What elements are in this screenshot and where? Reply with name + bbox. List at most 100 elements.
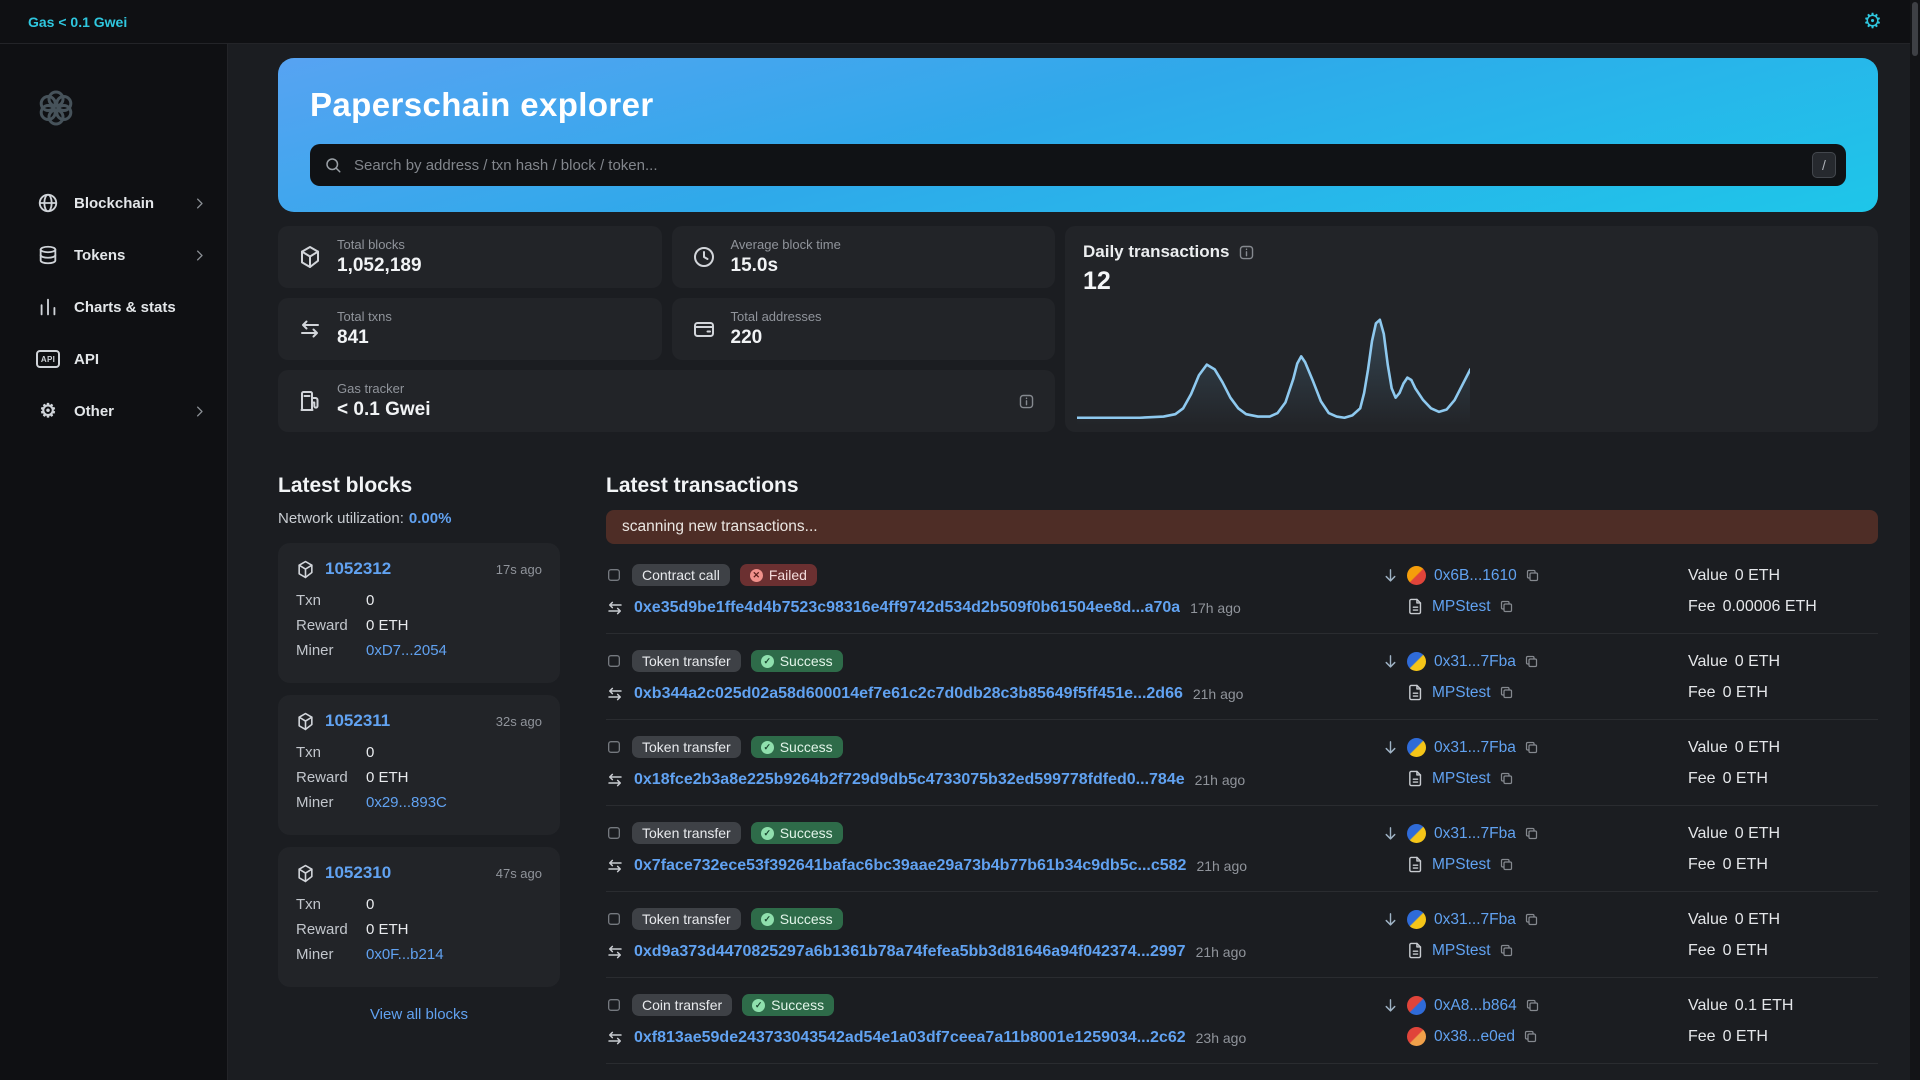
- scrollbar-track[interactable]: [1910, 0, 1920, 1080]
- from-address-link[interactable]: 0x31...7Fba: [1434, 738, 1516, 756]
- sidebar-item-charts-stats[interactable]: Charts & stats: [36, 285, 207, 329]
- tx-hash-link[interactable]: 0x7face732ece53f392641bafac6bc39aae29a73…: [634, 857, 1187, 874]
- tx-value-amount: 0 ETH: [1734, 738, 1781, 756]
- info-icon[interactable]: [1018, 393, 1035, 410]
- search-icon: [324, 156, 342, 174]
- copy-icon[interactable]: [1524, 654, 1539, 669]
- stat-label: Total blocks: [337, 237, 405, 252]
- tx-fee: Fee 0 ETH: [1688, 856, 1878, 874]
- block-miner-link[interactable]: 0x0F...b214: [366, 946, 444, 963]
- tx-type-badge: Token transfer: [632, 736, 741, 758]
- tx-age: 21h ago: [1192, 686, 1244, 702]
- tx-fee: Fee 0 ETH: [1688, 1028, 1878, 1046]
- tx-fee: Fee 0 ETH: [1688, 770, 1878, 788]
- block-miner-link[interactable]: 0xD7...2054: [366, 642, 447, 659]
- arrow-down-icon: [1382, 739, 1399, 756]
- check-circle-icon: [752, 998, 766, 1012]
- from-address-link[interactable]: 0x31...7Fba: [1434, 824, 1516, 842]
- copy-icon[interactable]: [1523, 1029, 1538, 1044]
- copy-icon[interactable]: [1499, 685, 1514, 700]
- network-utilization-label: Network utilization:: [278, 510, 404, 527]
- sidebar-item-other[interactable]: ⚙ Other: [36, 389, 207, 433]
- app-logo-icon[interactable]: [36, 88, 76, 128]
- latest-transactions-title: Latest transactions: [606, 474, 799, 497]
- stat-label: Average block time: [730, 237, 841, 252]
- bar-chart-icon: [36, 296, 60, 318]
- transfer-arrows-icon: [606, 1029, 624, 1047]
- block-number-link[interactable]: 1052312: [325, 559, 392, 578]
- from-address-link[interactable]: 0xA8...b864: [1434, 996, 1517, 1014]
- copy-icon[interactable]: [1499, 599, 1514, 614]
- stat-label: Total txns: [337, 309, 392, 324]
- topbar: Gas < 0.1 Gwei ⚙: [0, 0, 1920, 44]
- search-input[interactable]: [352, 155, 1802, 175]
- tx-hash-link[interactable]: 0xf813ae59de243733043542ad54e1a03df7ceea…: [634, 1029, 1186, 1046]
- tx-hash-link[interactable]: 0x18fce2b3a8e225b9264b2f729d9db5c4733075…: [634, 771, 1185, 788]
- to-address-link[interactable]: MPStest: [1432, 855, 1491, 873]
- tx-hash-link[interactable]: 0xd9a373d4470825297a6b1361b78a74fefea5bb…: [634, 943, 1186, 960]
- tx-marker-icon: [606, 739, 622, 755]
- block-reward-value: 0 ETH: [366, 769, 409, 786]
- to-address-link[interactable]: MPStest: [1432, 769, 1491, 787]
- tx-value-label: Value: [1688, 910, 1728, 928]
- transaction-row: Token transfer Success 0x7face732ece53f3…: [606, 806, 1878, 892]
- tx-type-badge: Token transfer: [632, 822, 741, 844]
- copy-icon[interactable]: [1499, 857, 1514, 872]
- sidebar-item-blockchain[interactable]: Blockchain: [36, 181, 207, 225]
- tx-fee: Fee 0.00006 ETH: [1688, 598, 1878, 616]
- check-circle-icon: [760, 740, 774, 754]
- settings-gear-icon[interactable]: ⚙: [1863, 10, 1882, 33]
- globe-icon: [36, 192, 60, 214]
- copy-icon[interactable]: [1499, 771, 1514, 786]
- tx-fee-label: Fee: [1688, 941, 1716, 959]
- tx-fee-label: Fee: [1688, 597, 1716, 615]
- from-address-link[interactable]: 0x31...7Fba: [1434, 652, 1516, 670]
- tx-value-label: Value: [1688, 824, 1728, 842]
- blocks-list: 1052312 17s ago Txn 0 Reward 0 ETH: [278, 543, 560, 987]
- copy-icon[interactable]: [1499, 943, 1514, 958]
- daily-transactions-value: 12: [1083, 267, 1111, 295]
- to-address-link[interactable]: 0x38...e0ed: [1434, 1027, 1516, 1045]
- tx-status-badge: Success: [750, 822, 843, 844]
- to-address-link[interactable]: MPStest: [1432, 941, 1491, 959]
- scrollbar-thumb[interactable]: [1912, 2, 1918, 56]
- tx-status-label: Success: [779, 653, 833, 669]
- tx-fee-amount: 0 ETH: [1722, 855, 1768, 873]
- search-bar[interactable]: /: [310, 144, 1846, 186]
- sidebar-item-api[interactable]: API API: [36, 337, 207, 381]
- sidebar-item-tokens[interactable]: Tokens: [36, 233, 207, 277]
- block-txn-value: 0: [366, 592, 375, 609]
- copy-icon[interactable]: [1524, 826, 1539, 841]
- gas-price-link[interactable]: Gas < 0.1 Gwei: [28, 13, 128, 30]
- tx-hash-link[interactable]: 0xb344a2c025d02a58d600014ef7e61c2c7d0db2…: [634, 685, 1183, 702]
- copy-icon[interactable]: [1524, 912, 1539, 927]
- tx-value-amount: 0.1 ETH: [1734, 996, 1794, 1014]
- block-miner-link[interactable]: 0x29...893C: [366, 794, 447, 811]
- copy-icon[interactable]: [1524, 740, 1539, 755]
- transaction-row: Contract call Failed 0xe35d9be1ffe4d4b75…: [606, 548, 1878, 634]
- from-address-link[interactable]: 0x6B...1610: [1434, 566, 1517, 584]
- to-avatar: [1407, 1027, 1426, 1046]
- tx-status-badge: Success: [750, 908, 843, 930]
- from-avatar: [1407, 566, 1426, 585]
- tx-value-amount: 0 ETH: [1734, 910, 1781, 928]
- tx-value-amount: 0 ETH: [1734, 566, 1781, 584]
- gear-icon: ⚙: [39, 400, 57, 422]
- block-number-link[interactable]: 1052311: [325, 711, 391, 730]
- tx-value: Value 0 ETH: [1688, 825, 1878, 843]
- info-icon[interactable]: [1238, 244, 1255, 261]
- copy-icon[interactable]: [1525, 568, 1540, 583]
- chevron-right-icon: [192, 196, 207, 211]
- copy-icon[interactable]: [1525, 998, 1540, 1013]
- to-address-link[interactable]: MPStest: [1432, 597, 1491, 615]
- block-number-link[interactable]: 1052310: [325, 863, 392, 882]
- from-address-link[interactable]: 0x31...7Fba: [1434, 910, 1516, 928]
- tx-age: 23h ago: [1195, 1030, 1247, 1046]
- tx-hash-link[interactable]: 0xe35d9be1ffe4d4b7523c98316e4ff9742d534d…: [634, 599, 1181, 616]
- tx-marker-icon: [606, 825, 622, 841]
- tx-marker-icon: [606, 911, 622, 927]
- view-all-blocks-link[interactable]: View all blocks: [369, 1006, 469, 1023]
- stat-value: 15.0s: [730, 255, 779, 276]
- tx-age: 21h ago: [1196, 858, 1248, 874]
- to-address-link[interactable]: MPStest: [1432, 683, 1491, 701]
